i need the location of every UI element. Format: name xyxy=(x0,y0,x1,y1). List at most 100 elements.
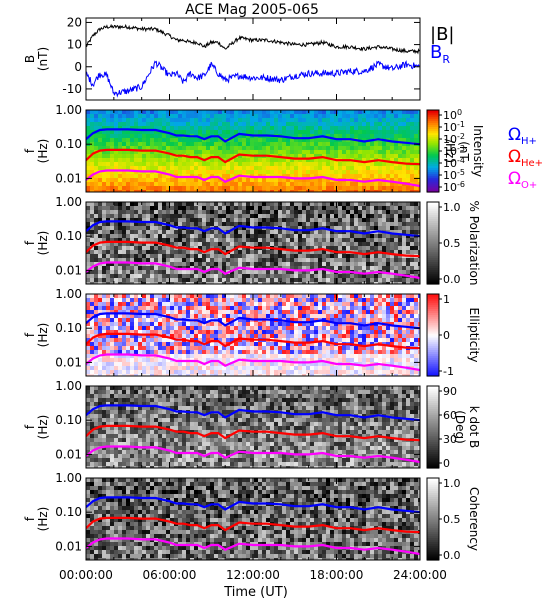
x-axis-label: Time (UT) xyxy=(223,585,288,600)
ytick-label-ellipticity-1: 0.10 xyxy=(55,321,82,335)
colorbar-exp-intensity-3: -3 xyxy=(457,144,465,153)
colorbar-exp-intensity-4: -4 xyxy=(457,156,465,165)
legend-he-label: Ω xyxy=(508,147,521,167)
ylabel-field: B(nT) xyxy=(23,47,50,71)
ytick-label-intensity-2: 0.01 xyxy=(55,171,82,185)
gyro-line-H-kdotb xyxy=(86,404,420,422)
legend-h: ΩH+ xyxy=(508,125,537,147)
gyro-line-O-polarization xyxy=(86,261,420,280)
ytick-label-polarization-1: 0.10 xyxy=(55,229,82,243)
series-bmag xyxy=(86,23,420,55)
colorbar-label-coherency: Coherency xyxy=(467,487,481,551)
trace-bmag xyxy=(86,23,420,55)
gyro-line-O-coherency xyxy=(86,537,420,556)
ylabel-line-coherency-0: f xyxy=(23,516,37,521)
legend-br: BR xyxy=(430,42,450,66)
colorbar-tick-kdotb-0: 90 xyxy=(443,385,457,398)
ytick-label-polarization-2: 0.01 xyxy=(55,263,82,277)
ytick-label-field-3: -10 xyxy=(62,82,82,96)
gyro-line-O-intensity xyxy=(86,169,420,188)
time-tick-label-3: 18:00:00 xyxy=(310,568,364,582)
legend-br-sub: R xyxy=(442,53,450,66)
legend-br-label: B xyxy=(430,42,442,63)
heatmap-polarization xyxy=(86,202,420,284)
colorbar-tick-polarization-2: 0.0 xyxy=(443,273,461,286)
gyro-line-He-coherency xyxy=(86,516,420,534)
ytick-label-kdotb-0: 1.00 xyxy=(55,379,82,393)
colorbar-label-line-intensity-0: Intensity xyxy=(471,125,485,177)
panel-ellipticity: 1 0 -1 Ellipticity 1.00 0.10 0.01 f(Hz) xyxy=(23,287,481,378)
ytick-label-kdotb-2: 0.01 xyxy=(55,447,82,461)
gyro-line-O-kdotb xyxy=(86,445,420,464)
colorbar-tick-kdotb-1: 60 xyxy=(443,409,457,422)
colorbar-exp-intensity-6: -6 xyxy=(457,180,465,189)
colorbar-polarization: 1.0 0.5 0.0 xyxy=(426,201,461,286)
ylabel-line-kdotb-1: (Hz) xyxy=(36,415,50,440)
colorbar-label-line-intensity-2: /Hz) xyxy=(443,139,457,163)
gyro-line-He-polarization xyxy=(86,240,420,258)
ytick-label-coherency-2: 0.01 xyxy=(55,539,82,553)
colorbar-label-line-kdotb-1: (Deg) xyxy=(453,410,467,444)
panel-field: 20 10 0 -10 B(nT) xyxy=(23,15,421,101)
colorbar-kdotb: 90 60 30 0 xyxy=(426,385,457,470)
ylabel-polarization: f(Hz) xyxy=(23,231,50,256)
colorbar-tick-coherency-1: 0.5 xyxy=(443,513,461,526)
colorbar-tick-ellipticity-1: 0 xyxy=(443,329,450,342)
colorbar-exp-intensity-1: -1 xyxy=(457,120,465,129)
time-tick-label-0: 00:00:00 xyxy=(59,568,113,582)
heatmap-kdotb xyxy=(86,386,420,468)
gyro-line-He-intensity xyxy=(86,148,420,166)
legend-h-sub: H+ xyxy=(521,136,537,147)
ytick-label-polarization-0: 1.00 xyxy=(55,195,82,209)
gyro-line-H-polarization xyxy=(86,220,420,238)
colorbar-tick-coherency-0: 1.0 xyxy=(443,477,461,490)
legend-he: ΩHe+ xyxy=(508,147,543,169)
ylabel-coherency: f(Hz) xyxy=(23,507,50,532)
colorbar-label-polarization: % Polarization xyxy=(467,201,481,286)
time-tick-label-1: 06:00:00 xyxy=(143,568,197,582)
colorbar-label-line-polarization-0: % Polarization xyxy=(467,201,481,286)
ylabel-line-field-0: B xyxy=(23,55,37,63)
ylabel-line-ellipticity-0: f xyxy=(23,332,37,337)
colorbar-label-kdotb: k dot B(Deg) xyxy=(453,406,481,448)
gyro-line-H-ellipticity xyxy=(86,312,420,330)
ylabel-kdotb: f(Hz) xyxy=(23,415,50,440)
ylabel-line-polarization-1: (Hz) xyxy=(36,231,50,256)
colorbar-coherency: 1.0 0.5 0.0 xyxy=(426,477,461,562)
colorbar-label-ellipticity: Ellipticity xyxy=(467,308,481,363)
gyro-line-H-coherency xyxy=(86,496,420,514)
trace-br xyxy=(86,60,420,98)
ylabel-line-ellipticity-1: (Hz) xyxy=(36,323,50,348)
colorbar-label-line-coherency-0: Coherency xyxy=(467,487,481,551)
figure-title: ACE Mag 2005-065 xyxy=(185,2,319,18)
ylabel-line-kdotb-0: f xyxy=(23,424,37,429)
legend-bmag: |B| xyxy=(430,24,454,45)
colorbar-tick-ellipticity-0: 1 xyxy=(443,293,450,306)
heatmap-ellipticity xyxy=(86,294,420,376)
ytick-label-ellipticity-0: 1.00 xyxy=(55,287,82,301)
ylabel-line-polarization-0: f xyxy=(23,240,37,245)
colorbar-tick-coherency-2: 0.0 xyxy=(443,549,461,562)
ytick-label-intensity-0: 1.00 xyxy=(55,103,82,117)
colorbar-tick-kdotb-3: 0 xyxy=(443,457,450,470)
legend-he-sub: He+ xyxy=(521,158,543,169)
ytick-label-intensity-1: 0.10 xyxy=(55,137,82,151)
gyro-line-He-kdotb xyxy=(86,424,420,442)
ylabel-line-field-1: (nT) xyxy=(36,47,50,71)
colorbar-tick-kdotb-2: 30 xyxy=(443,433,457,446)
gyro-line-H-intensity xyxy=(86,128,420,146)
gyro-line-O-ellipticity xyxy=(86,353,420,372)
colorbar-exp-intensity-0: 0 xyxy=(457,108,462,117)
colorbar-tick-intensity-6: 10-6 xyxy=(443,180,465,194)
panel-polarization: 1.0 0.5 0.0 % Polarization 1.00 0.10 0.01 f(Hz) xyxy=(23,195,481,286)
colorbar-tick-ellipticity-2: -1 xyxy=(443,365,454,378)
colorbar-exp-intensity-5: -5 xyxy=(457,168,465,177)
series-br xyxy=(86,60,420,98)
ylabel-ellipticity: f(Hz) xyxy=(23,323,50,348)
time-tick-label-4: 24:00:00 xyxy=(393,568,447,582)
time-axis: 00:00:00 06:00:00 12:00:00 18:00:00 24:00:00 xyxy=(59,568,447,582)
gyro-line-He-ellipticity xyxy=(86,332,420,350)
ytick-label-coherency-0: 1.00 xyxy=(55,471,82,485)
ylabel-intensity: f(Hz) xyxy=(23,139,50,164)
